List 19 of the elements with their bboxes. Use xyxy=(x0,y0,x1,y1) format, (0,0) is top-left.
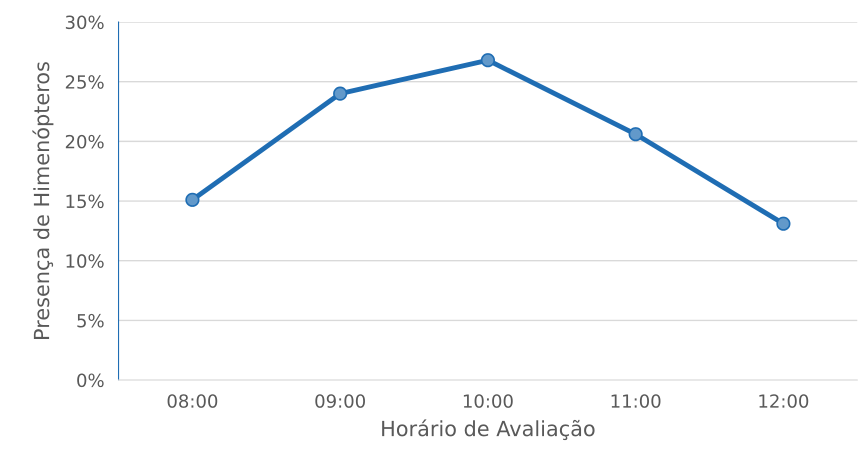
x-tick-label: 12:00 xyxy=(759,394,808,408)
x-tick-label: 09:00 xyxy=(315,394,365,408)
y-axis-title: Presença de Himenópteros xyxy=(32,62,54,339)
point xyxy=(776,216,790,231)
y-tick-label: 10% xyxy=(66,254,104,268)
point xyxy=(628,127,643,142)
x-tick-label: 11:00 xyxy=(612,394,660,408)
y-tick-label: 20% xyxy=(66,134,104,148)
y-tick-label: 5% xyxy=(77,314,104,328)
x-tick-label: 08:00 xyxy=(168,394,218,408)
y-tick-label: 0% xyxy=(77,374,104,388)
x-tick-label: 10:00 xyxy=(464,394,513,408)
y-tick-label: 25% xyxy=(66,75,104,89)
point xyxy=(185,192,200,207)
y-tick-label: 30% xyxy=(66,15,104,30)
x-axis-title: Horário de Avaliação xyxy=(382,419,595,440)
point xyxy=(480,53,495,68)
y-tick-label: 15% xyxy=(66,194,104,208)
point xyxy=(333,86,348,101)
